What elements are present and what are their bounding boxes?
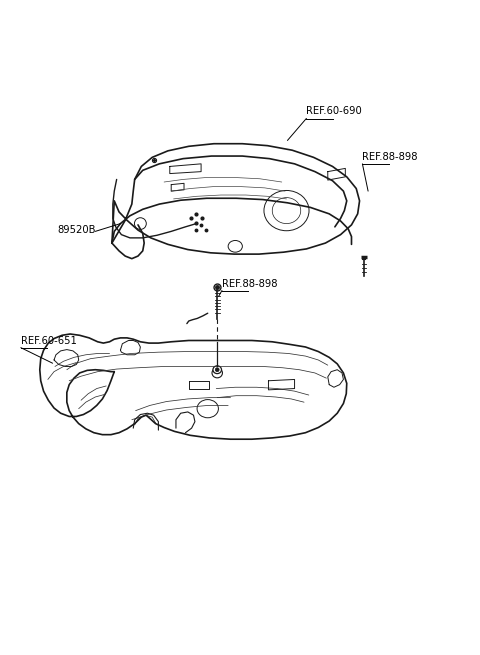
- Ellipse shape: [213, 365, 221, 373]
- Text: REF.88-898: REF.88-898: [222, 278, 277, 289]
- Ellipse shape: [216, 367, 219, 371]
- Text: REF.60-651: REF.60-651: [21, 335, 77, 346]
- Text: REF.88-898: REF.88-898: [362, 152, 418, 162]
- Text: REF.60-690: REF.60-690: [306, 106, 362, 117]
- Text: 89520B: 89520B: [57, 225, 96, 234]
